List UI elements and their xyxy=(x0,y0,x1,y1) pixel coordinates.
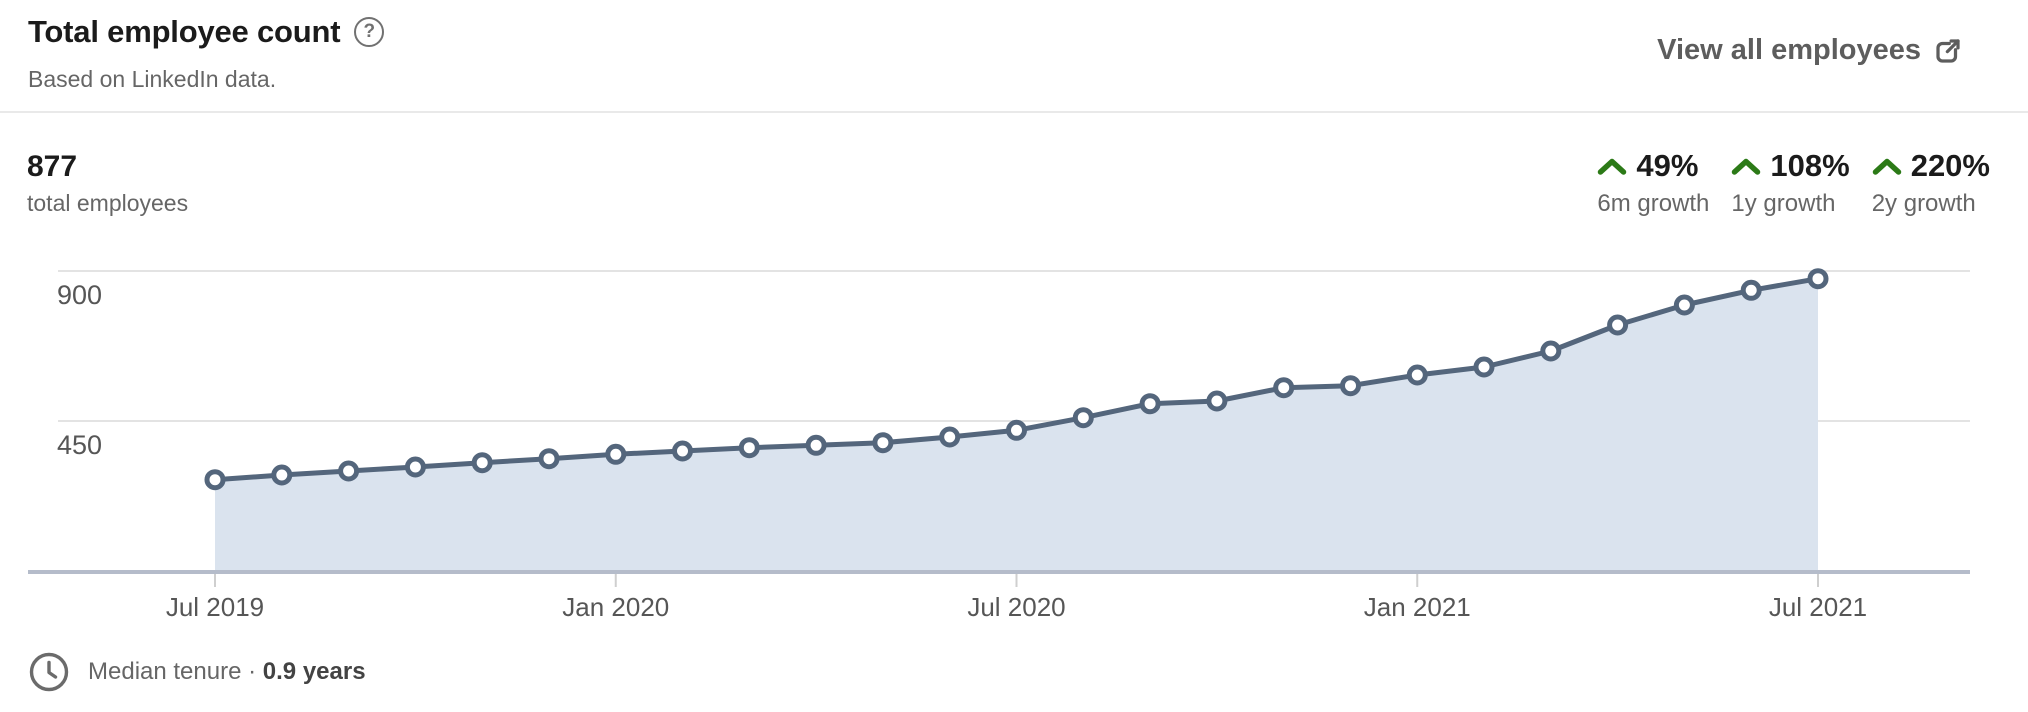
clock-icon xyxy=(29,652,69,692)
growth-label: 2y growth xyxy=(1871,190,1976,217)
growth-value: 220% xyxy=(1910,148,1990,183)
data-point-marker[interactable] xyxy=(271,464,293,486)
growth-up-icon xyxy=(1598,158,1627,175)
median-tenure-label: Median tenure xyxy=(88,658,242,685)
separator-dot: · xyxy=(248,658,257,685)
data-point-marker[interactable] xyxy=(538,448,560,470)
total-employees-label: total employees xyxy=(27,190,189,216)
data-point-marker[interactable] xyxy=(338,460,360,482)
data-point-marker[interactable] xyxy=(672,440,693,462)
y-axis-label-900: 900 xyxy=(57,280,102,310)
data-point-marker[interactable] xyxy=(605,443,627,465)
header-divider xyxy=(0,111,2028,113)
data-point-marker[interactable] xyxy=(1273,377,1295,399)
total-employees-value: 877 xyxy=(27,150,78,183)
data-point-marker[interactable] xyxy=(1807,268,1829,290)
x-axis-label: Jul 2019 xyxy=(166,592,264,622)
median-tenure-value: 0.9 years xyxy=(262,658,366,685)
data-point-marker[interactable] xyxy=(1340,375,1361,397)
growth-stat-1y: 108% 1y growth xyxy=(1731,148,1849,218)
chart-subtitle: Based on LinkedIn data. xyxy=(28,66,277,92)
x-axis-label: Jul 2020 xyxy=(967,592,1065,622)
data-point-marker[interactable] xyxy=(872,432,894,454)
view-all-employees-label: View all employees xyxy=(1657,34,1921,66)
x-axis-label: Jan 2020 xyxy=(562,592,669,622)
data-point-marker[interactable] xyxy=(204,469,226,491)
data-point-marker[interactable] xyxy=(1206,390,1228,412)
y-axis-label-450: 450 xyxy=(57,430,102,460)
data-point-marker[interactable] xyxy=(738,437,760,459)
x-axis-label: Jan 2021 xyxy=(1364,592,1471,622)
growth-value: 108% xyxy=(1770,148,1850,183)
growth-stats: 49% 6m growth 108% 1y growth 220% 2y gro… xyxy=(1597,148,1990,218)
external-link-icon xyxy=(1936,38,1960,63)
x-axis-label: Jul 2021 xyxy=(1769,592,1867,622)
chart-area-fill xyxy=(215,278,1818,571)
growth-stat-2y: 220% 2y growth xyxy=(1872,148,1990,218)
data-point-marker[interactable] xyxy=(1406,364,1428,386)
data-point-marker[interactable] xyxy=(1540,340,1562,362)
data-point-marker[interactable] xyxy=(1607,314,1629,336)
data-point-marker[interactable] xyxy=(805,434,827,456)
data-point-marker[interactable] xyxy=(1473,356,1495,378)
growth-up-icon xyxy=(1732,158,1761,175)
growth-label: 1y growth xyxy=(1731,190,1836,217)
data-point-marker[interactable] xyxy=(1673,294,1695,316)
data-point-marker[interactable] xyxy=(471,452,493,474)
view-all-employees-link[interactable]: View all employees xyxy=(1657,34,1963,67)
growth-up-icon xyxy=(1872,158,1901,175)
data-point-marker[interactable] xyxy=(404,456,426,478)
page-title: Total employee count xyxy=(28,14,341,49)
data-point-marker[interactable] xyxy=(1006,419,1027,441)
growth-label: 6m growth xyxy=(1597,190,1710,217)
data-point-marker[interactable] xyxy=(1072,407,1094,429)
growth-value: 49% xyxy=(1636,148,1699,183)
question-mark-circle-icon[interactable]: ? xyxy=(354,17,385,47)
growth-stat-6m: 49% 6m growth xyxy=(1597,148,1709,218)
data-point-marker[interactable] xyxy=(939,426,961,448)
median-tenure-text: Median tenure · 0.9 years xyxy=(88,658,366,686)
median-tenure-row: Median tenure · 0.9 years xyxy=(28,651,366,693)
data-point-marker[interactable] xyxy=(1139,393,1161,415)
data-point-marker[interactable] xyxy=(1740,279,1762,301)
